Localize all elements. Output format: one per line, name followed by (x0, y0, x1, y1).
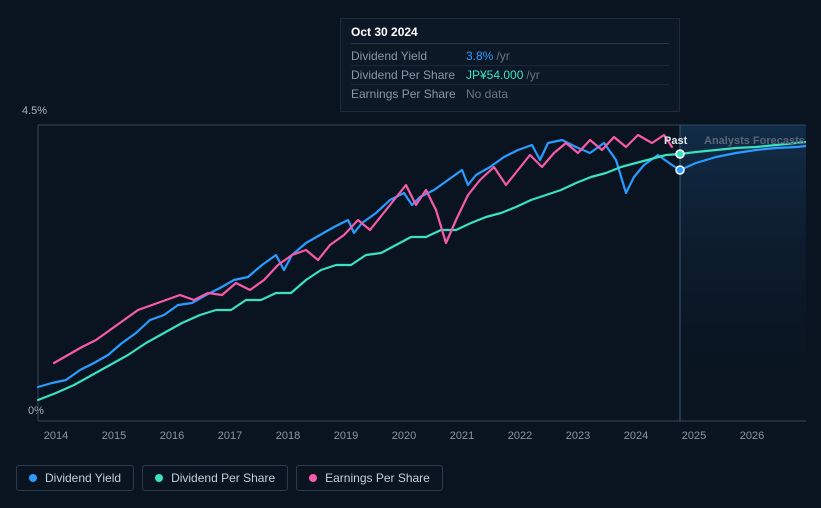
legend-dot-icon (309, 474, 317, 482)
x-tick: 2019 (334, 430, 358, 442)
chart-tooltip: Oct 30 2024 Dividend Yield3.8%/yrDividen… (340, 18, 680, 112)
x-tick: 2024 (624, 430, 648, 442)
tooltip-row-value: JP¥54.000 (466, 68, 523, 82)
legend: Dividend Yield Dividend Per Share Earnings… (16, 465, 443, 491)
tooltip-date: Oct 30 2024 (351, 25, 669, 44)
tooltip-row: Earnings Per ShareNo data (351, 85, 669, 103)
tooltip-row-suffix: /yr (526, 68, 539, 82)
legend-label: Dividend Yield (45, 471, 121, 485)
x-tick: 2021 (450, 430, 474, 442)
tooltip-row-label: Earnings Per Share (351, 87, 466, 101)
x-tick: 2023 (566, 430, 590, 442)
legend-label: Earnings Per Share (325, 471, 430, 485)
chart-svg (16, 105, 806, 425)
chart-area[interactable]: 4.5% 0% Past Analysts Forecasts (16, 105, 806, 425)
x-tick: 2018 (276, 430, 300, 442)
x-tick: 2022 (508, 430, 532, 442)
legend-item[interactable]: Dividend Per Share (142, 465, 288, 491)
tooltip-row: Dividend Per ShareJP¥54.000/yr (351, 66, 669, 85)
x-tick: 2016 (160, 430, 184, 442)
x-tick: 2025 (682, 430, 706, 442)
tooltip-row-value: No data (466, 87, 508, 101)
tooltip-row-suffix: /yr (496, 49, 509, 63)
tooltip-row-label: Dividend Yield (351, 49, 466, 63)
tooltip-row-value: 3.8% (466, 49, 493, 63)
past-label: Past (664, 135, 687, 147)
x-tick: 2020 (392, 430, 416, 442)
x-axis: 2014 2015 2016 2017 2018 2019 2020 2021 2022 2023… (16, 430, 806, 450)
legend-dot-icon (29, 474, 37, 482)
legend-dot-icon (155, 474, 163, 482)
tooltip-row-label: Dividend Per Share (351, 68, 466, 82)
legend-item[interactable]: Dividend Yield (16, 465, 134, 491)
forecast-label: Analysts Forecasts (704, 135, 805, 147)
x-tick: 2026 (740, 430, 764, 442)
legend-item[interactable]: Earnings Per Share (296, 465, 443, 491)
x-tick: 2015 (102, 430, 126, 442)
tooltip-row: Dividend Yield3.8%/yr (351, 47, 669, 66)
x-tick: 2014 (44, 430, 68, 442)
legend-label: Dividend Per Share (171, 471, 275, 485)
x-tick: 2017 (218, 430, 242, 442)
